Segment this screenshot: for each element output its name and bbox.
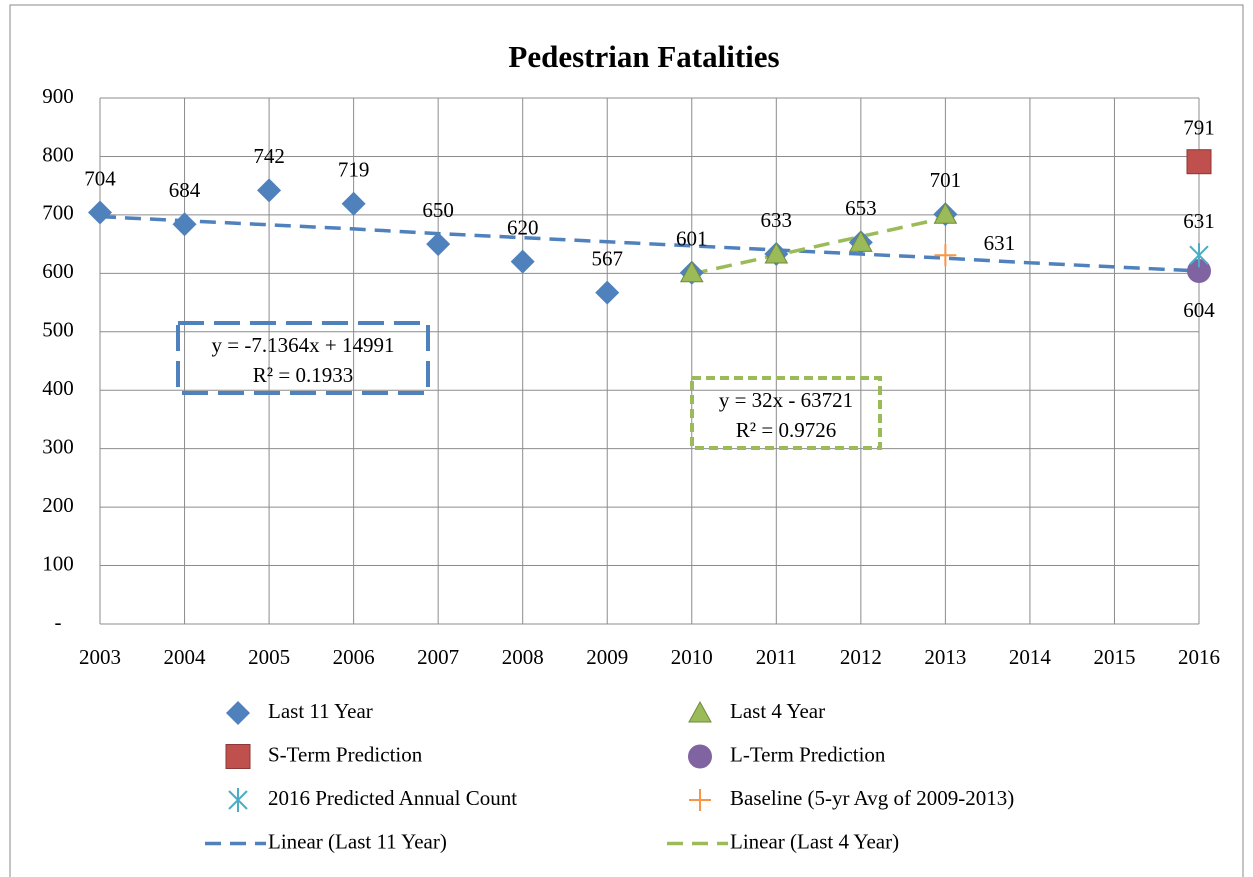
- legend-marker: [688, 744, 712, 769]
- y-tick-label: 600: [42, 259, 74, 283]
- x-tick-label: 2004: [164, 645, 207, 669]
- marker: [595, 280, 620, 305]
- x-tick-label: 2006: [333, 645, 375, 669]
- legend-item: S-Term Prediction: [225, 742, 423, 769]
- legend-label: Linear (Last 4 Year): [730, 829, 899, 853]
- y-tick-label: 400: [42, 376, 74, 400]
- data-label: 633: [761, 208, 793, 232]
- x-tick-label: 2013: [924, 645, 966, 669]
- legend-marker: [226, 701, 250, 725]
- data-label: 653: [845, 196, 877, 220]
- data-label: 604: [1183, 298, 1215, 322]
- annotation-box: [690, 376, 882, 450]
- x-tick-label: 2015: [1093, 645, 1135, 669]
- data-label: 567: [591, 246, 623, 270]
- annotation-text: y = -7.1364x + 14991: [212, 333, 395, 357]
- x-tick-label: 2003: [79, 645, 121, 669]
- legend-label: Last 11 Year: [268, 699, 373, 723]
- data-label: 601: [676, 227, 708, 251]
- annotation-box: [176, 321, 430, 395]
- data-label: 719: [338, 158, 370, 182]
- data-label: 701: [930, 168, 962, 192]
- chart-title: Pedestrian Fatalities: [508, 39, 779, 74]
- data-label: 631: [984, 231, 1016, 255]
- chart-border: [9, 4, 1244, 877]
- marker: [257, 178, 282, 203]
- legend-marker: [225, 744, 251, 769]
- data-label: 684: [169, 178, 201, 202]
- data-label: 791: [1183, 116, 1215, 140]
- data-label: 631: [1183, 209, 1215, 233]
- data-label: 620: [507, 215, 539, 239]
- data-label: 650: [422, 198, 454, 222]
- annotation-text: R² = 0.9726: [736, 418, 836, 442]
- legend-item: Last 4 Year: [688, 699, 825, 723]
- annotation-text: R² = 0.1933: [253, 363, 353, 387]
- legend-marker: [689, 789, 711, 811]
- x-tick-label: 2005: [248, 645, 290, 669]
- legend-label: 2016 Predicted Annual Count: [268, 786, 517, 810]
- marker: [1187, 258, 1211, 283]
- y-tick-label: 800: [42, 142, 74, 166]
- y-tick-label: -: [55, 610, 62, 634]
- marker: [88, 200, 112, 225]
- annotation-text: y = 32x - 63721: [719, 388, 853, 412]
- x-tick-label: 2008: [502, 645, 544, 669]
- data-label: 704: [84, 166, 116, 190]
- marker: [1189, 243, 1209, 268]
- x-tick-label: 2011: [756, 645, 797, 669]
- x-tick-label: 2010: [671, 645, 713, 669]
- marker: [934, 244, 957, 267]
- x-tick-label: 2012: [840, 645, 882, 669]
- marker: [679, 260, 704, 283]
- legend-label: Linear (Last 11 Year): [268, 829, 447, 853]
- x-tick-label: 2016: [1178, 645, 1220, 669]
- x-tick-label: 2009: [586, 645, 628, 669]
- marker: [933, 202, 958, 224]
- y-tick-label: 700: [42, 201, 74, 225]
- marker: [849, 230, 873, 252]
- marker: [426, 232, 451, 257]
- y-tick-label: 900: [42, 84, 74, 108]
- legend-item: Last 11 Year: [226, 699, 373, 725]
- legend-item: Baseline (5-yr Avg of 2009-2013): [689, 786, 1014, 811]
- legend-item: Linear (Last 11 Year): [205, 829, 447, 853]
- trendline: [691, 216, 946, 276]
- x-tick-label: 2014: [1009, 645, 1052, 669]
- trendline: [99, 214, 1200, 273]
- legend-item: Linear (Last 4 Year): [667, 829, 899, 853]
- data-label: 742: [253, 144, 285, 168]
- y-tick-label: 100: [42, 551, 74, 575]
- legend-label: Baseline (5-yr Avg of 2009-2013): [730, 786, 1014, 810]
- y-tick-label: 200: [42, 493, 74, 517]
- marker: [764, 242, 789, 264]
- legend-marker: [688, 700, 712, 723]
- legend-marker: [228, 788, 248, 812]
- marker: [172, 212, 197, 237]
- legend-label: L-Term Prediction: [730, 742, 886, 766]
- x-tick-label: 2007: [417, 645, 459, 669]
- marker: [1186, 149, 1212, 175]
- legend-item: 2016 Predicted Annual Count: [228, 786, 517, 812]
- legend-label: S-Term Prediction: [268, 742, 423, 766]
- y-tick-label: 500: [42, 318, 74, 342]
- legend-label: Last 4 Year: [730, 699, 825, 723]
- marker: [510, 249, 535, 274]
- marker: [341, 191, 366, 216]
- y-tick-label: 300: [42, 434, 74, 458]
- legend-item: L-Term Prediction: [688, 742, 886, 769]
